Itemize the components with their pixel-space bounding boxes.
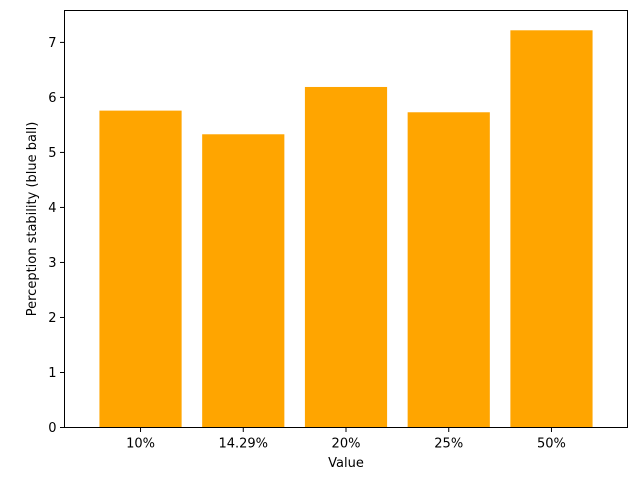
bar-20%: [304, 86, 388, 428]
y-tick-label: 6: [48, 91, 56, 106]
y-axis: 0 1 2 3 4 5 6 7: [48, 36, 65, 436]
x-tick-label: 50%: [537, 437, 566, 452]
y-tick-label: 0: [48, 421, 56, 436]
x-tick-label: 20%: [332, 437, 361, 452]
x-tick-label: 14.29%: [218, 437, 268, 452]
bar-25%: [407, 112, 490, 428]
bar-10%: [99, 110, 182, 428]
y-tick-label: 5: [48, 146, 56, 161]
y-tick-label: 1: [48, 366, 56, 381]
y-tick-label: 4: [48, 201, 56, 216]
x-axis-label: Value: [328, 456, 364, 471]
y-axis-label: Perception stability (blue ball): [25, 122, 40, 317]
bar-14.29%: [202, 134, 285, 428]
bar-50%: [510, 30, 593, 428]
y-tick-label: 7: [48, 36, 56, 51]
x-tick-label: 10%: [126, 437, 155, 452]
y-tick-label: 3: [48, 256, 56, 271]
x-tick-label: 25%: [434, 437, 463, 452]
x-axis: 10% 14.29% 20% 25% 50%: [126, 427, 566, 452]
bars-group: [99, 30, 593, 428]
y-tick-label: 2: [48, 311, 56, 326]
